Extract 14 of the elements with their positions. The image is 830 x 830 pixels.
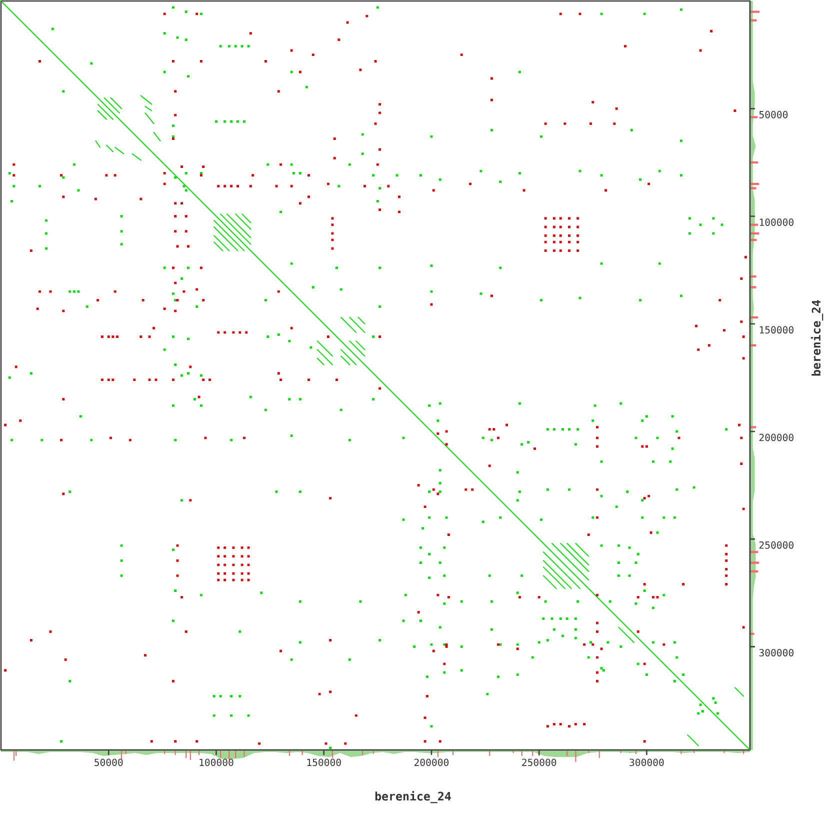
y-tick-label: 300000 <box>759 648 794 656</box>
y-tick-label: 200000 <box>759 434 794 442</box>
y-tick-label: 100000 <box>760 218 794 226</box>
y-axis-title: berenice_24 <box>810 300 824 376</box>
x-tick-label: 250000 <box>522 758 556 766</box>
x-tick-label: 200000 <box>414 758 449 766</box>
x-tick-label: 50000 <box>94 758 123 766</box>
x-tick-label: 300000 <box>630 758 664 766</box>
y-tick-label: 150000 <box>760 326 794 334</box>
y-tick-label: 50000 <box>759 110 788 118</box>
x-tick-label: 100000 <box>200 758 234 766</box>
x-tick-label: 150000 <box>307 758 341 766</box>
x-axis-title: berenice_24 <box>375 790 451 804</box>
y-tick-label: 250000 <box>759 541 794 549</box>
